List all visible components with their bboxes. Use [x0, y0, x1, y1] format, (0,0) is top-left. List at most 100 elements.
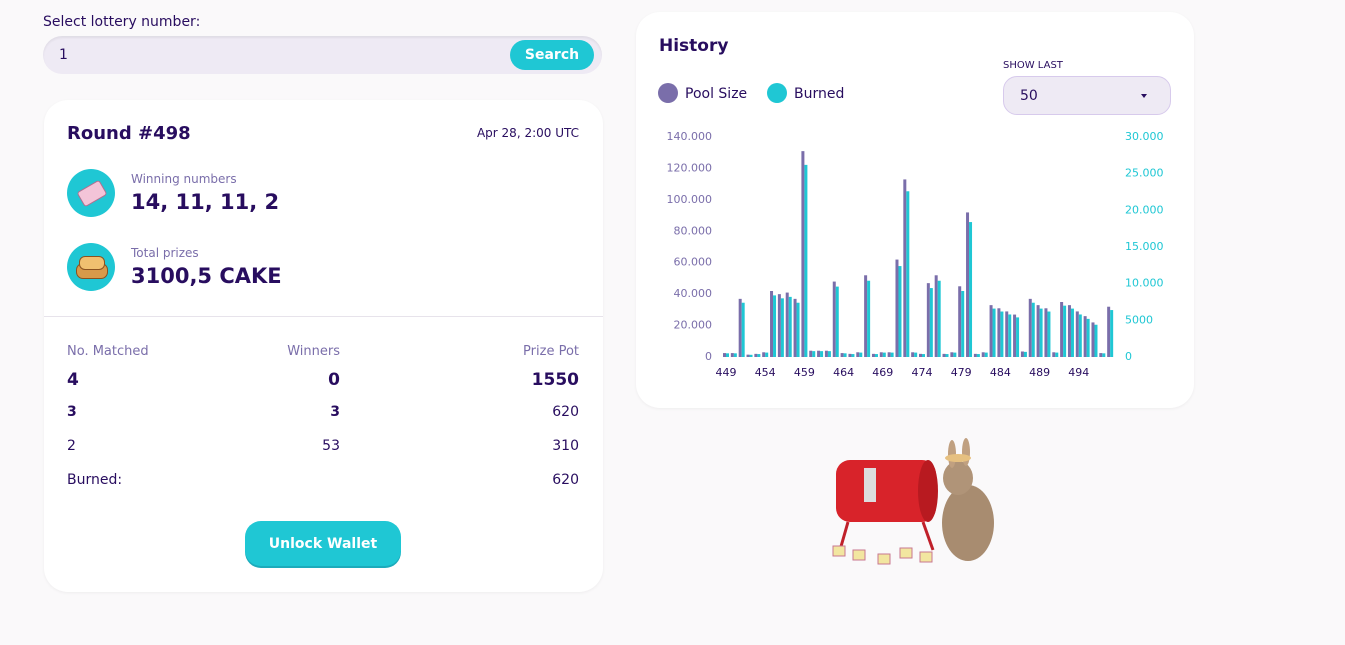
table-cell: 53: [322, 438, 340, 454]
x-tick-label: 474: [912, 366, 933, 379]
bar: [741, 302, 745, 357]
bar: [812, 351, 816, 357]
show-last-dropdown[interactable]: 50: [1003, 76, 1171, 115]
bar: [989, 305, 993, 357]
y2-tick-label: 15.000: [1125, 240, 1164, 253]
search-value: 1: [59, 47, 68, 63]
bar: [1086, 318, 1090, 357]
bar: [1070, 308, 1074, 357]
bar: [1031, 302, 1035, 357]
bar: [1023, 351, 1027, 357]
x-tick-label: 459: [794, 366, 815, 379]
history-card: History SHOW LAST 50: [636, 12, 1194, 408]
bar: [1107, 306, 1111, 357]
bar: [1028, 298, 1032, 357]
bar: [835, 286, 839, 357]
y-tick-label: 40.000: [674, 287, 713, 300]
bar: [966, 212, 970, 357]
table-header: No. Matched: [67, 344, 149, 359]
x-tick-label: 454: [755, 366, 776, 379]
bar: [1091, 322, 1095, 357]
table-cell: 310: [552, 438, 579, 454]
bar: [859, 352, 863, 357]
bar: [997, 308, 1001, 357]
cake-icon: [67, 243, 115, 291]
x-tick-label: 449: [716, 366, 737, 379]
bar: [953, 352, 957, 357]
x-tick-label: 479: [951, 366, 972, 379]
legend-label: Pool Size: [685, 86, 747, 102]
bar: [1102, 353, 1106, 357]
divider: [44, 316, 603, 317]
bar: [984, 352, 988, 357]
table-header: Winners: [287, 344, 340, 359]
y2-tick-label: 20.000: [1125, 203, 1164, 216]
bar: [809, 350, 813, 357]
round-date: Apr 28, 2:00 UTC: [476, 126, 579, 140]
round-title: Round #498: [67, 123, 191, 144]
bar: [950, 352, 954, 357]
y2-tick-label: 10.000: [1125, 277, 1164, 290]
bar: [976, 354, 980, 357]
show-last-label: SHOW LAST: [1003, 60, 1063, 71]
search-button[interactable]: Search: [510, 40, 594, 70]
y-tick-label: 140.000: [667, 130, 713, 143]
bar: [749, 354, 753, 357]
x-tick-label: 489: [1029, 366, 1050, 379]
unlock-wallet-button[interactable]: Unlock Wallet: [245, 521, 401, 568]
bar: [820, 351, 824, 357]
x-tick-label: 494: [1068, 366, 1089, 379]
prizes-value: 3100,5 CAKE: [131, 264, 282, 288]
bar: [890, 352, 894, 357]
bar: [723, 353, 726, 357]
bar: [730, 353, 734, 357]
y2-tick-label: 30.000: [1125, 130, 1164, 143]
y-tick-label: 0: [705, 350, 712, 363]
bunny-illustration: [832, 438, 994, 565]
x-tick-label: 464: [833, 366, 854, 379]
bar: [770, 291, 774, 357]
legend-label: Burned: [794, 86, 844, 102]
bar: [958, 286, 962, 357]
bar: [1005, 311, 1009, 357]
table-cell: 620: [552, 404, 579, 420]
bar: [1099, 353, 1103, 357]
bar: [843, 353, 847, 357]
bar: [1094, 324, 1098, 357]
bar: [851, 354, 855, 357]
burned-value: 620: [552, 472, 579, 488]
bar: [804, 164, 808, 357]
x-tick-label: 469: [872, 366, 893, 379]
ticket-icon: [67, 169, 115, 217]
search-label: Select lottery number:: [43, 14, 201, 30]
burned-label: Burned:: [67, 472, 123, 488]
bar: [801, 151, 805, 357]
search-input[interactable]: 1 Search: [43, 36, 602, 74]
bar: [738, 298, 742, 357]
bar: [757, 354, 761, 357]
bar: [817, 350, 821, 357]
bar: [969, 222, 973, 357]
winning-label: Winning numbers: [131, 172, 237, 186]
bar: [1044, 308, 1048, 357]
bar: [895, 259, 899, 357]
bar: [898, 266, 902, 357]
bar: [887, 352, 891, 357]
bar: [973, 353, 977, 357]
bar: [1036, 305, 1040, 357]
bar: [1075, 311, 1079, 357]
bar: [914, 352, 918, 357]
bar: [937, 280, 941, 357]
bar: [911, 352, 915, 357]
bar: [733, 353, 737, 357]
bar: [1020, 351, 1024, 357]
bar: [945, 354, 949, 357]
y-tick-label: 20.000: [674, 319, 713, 332]
bar: [832, 281, 836, 357]
bar: [1055, 352, 1059, 357]
bar: [1067, 305, 1071, 357]
bar: [840, 353, 844, 357]
bar: [1039, 308, 1043, 357]
bar: [785, 292, 789, 357]
table-cell: 3: [330, 404, 340, 420]
